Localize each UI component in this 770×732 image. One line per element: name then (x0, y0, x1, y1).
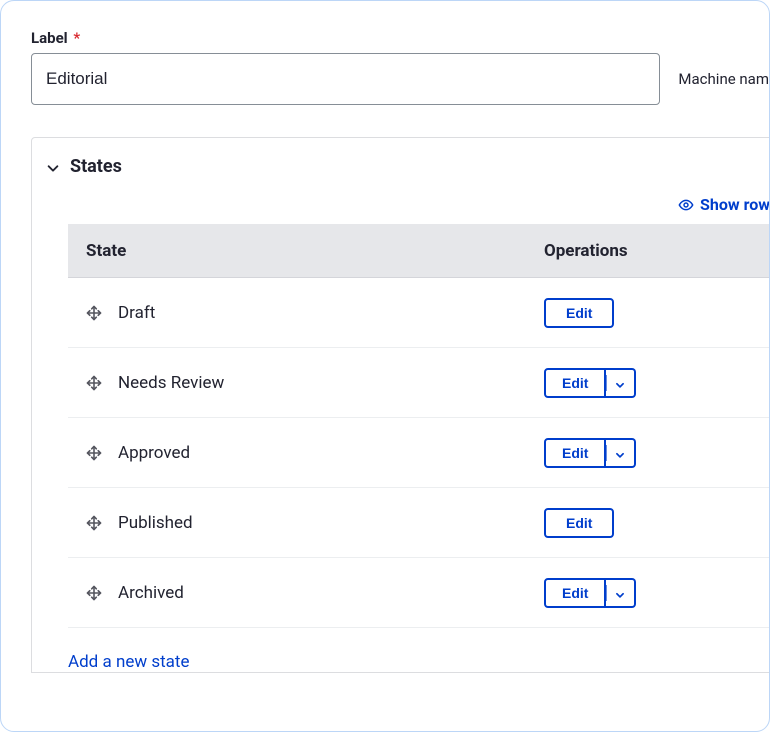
table-row: Published Edit (68, 488, 770, 558)
cell-state: Needs Review (68, 373, 544, 393)
drag-handle-icon[interactable] (86, 445, 102, 461)
cell-operations: Edit (544, 368, 770, 398)
edit-button-group: Edit (544, 508, 614, 538)
state-name: Draft (118, 303, 155, 323)
states-panel-toggle[interactable]: States (32, 138, 770, 195)
edit-dropdown-toggle[interactable] (606, 438, 636, 468)
state-name: Published (118, 513, 193, 533)
chevron-down-icon (46, 160, 60, 174)
edit-button-group: Edit (544, 298, 614, 328)
app-frame: Label * Machine nam States Show row (0, 0, 770, 732)
edit-dropdown-toggle[interactable] (606, 368, 636, 398)
edit-button[interactable]: Edit (544, 508, 614, 538)
states-panel-title: States (70, 156, 122, 177)
show-row-weights-label: Show row (700, 195, 770, 214)
label-field-label: Label * (31, 29, 769, 47)
chevron-down-icon (615, 378, 625, 388)
state-name: Archived (118, 583, 184, 603)
table-row: Needs Review Edit (68, 348, 770, 418)
edit-button[interactable]: Edit (544, 578, 606, 608)
edit-button[interactable]: Edit (544, 438, 606, 468)
cell-state: Approved (68, 443, 544, 463)
weights-row: Show row (32, 195, 770, 224)
edit-button[interactable]: Edit (544, 298, 614, 328)
label-text: Label (31, 29, 68, 47)
table-row: Archived Edit (68, 558, 770, 628)
states-table: State Operations Draft Edit (68, 224, 770, 628)
eye-icon (678, 197, 694, 213)
drag-handle-icon[interactable] (86, 515, 102, 531)
col-operations: Operations (544, 241, 770, 261)
table-row: Approved Edit (68, 418, 770, 488)
label-row: Machine nam (31, 53, 769, 105)
cell-state: Archived (68, 583, 544, 603)
edit-dropdown-toggle[interactable] (606, 578, 636, 608)
drag-handle-icon[interactable] (86, 375, 102, 391)
table-header: State Operations (68, 224, 770, 278)
table-body: Draft Edit Needs Review (68, 278, 770, 628)
edit-button[interactable]: Edit (544, 368, 606, 398)
chevron-down-icon (615, 588, 625, 598)
table-row: Draft Edit (68, 278, 770, 348)
state-name: Needs Review (118, 373, 224, 393)
cell-operations: Edit (544, 298, 770, 328)
cell-state: Draft (68, 303, 544, 323)
cell-state: Published (68, 513, 544, 533)
cell-operations: Edit (544, 438, 770, 468)
drag-handle-icon[interactable] (86, 585, 102, 601)
drag-handle-icon[interactable] (86, 305, 102, 321)
cell-operations: Edit (544, 508, 770, 538)
state-name: Approved (118, 443, 190, 463)
machine-name-text: Machine nam (678, 70, 769, 88)
edit-button-group: Edit (544, 578, 636, 608)
cell-operations: Edit (544, 578, 770, 608)
chevron-down-icon (615, 448, 625, 458)
required-indicator: * (73, 29, 80, 47)
col-state: State (68, 241, 544, 261)
edit-button-group: Edit (544, 438, 636, 468)
content-area: Label * Machine nam States Show row (1, 1, 769, 673)
states-panel: States Show row State Operations (31, 137, 770, 673)
label-input[interactable] (31, 53, 660, 105)
edit-button-group: Edit (544, 368, 636, 398)
add-state-link[interactable]: Add a new state (68, 652, 190, 672)
show-row-weights-link[interactable]: Show row (678, 195, 770, 214)
